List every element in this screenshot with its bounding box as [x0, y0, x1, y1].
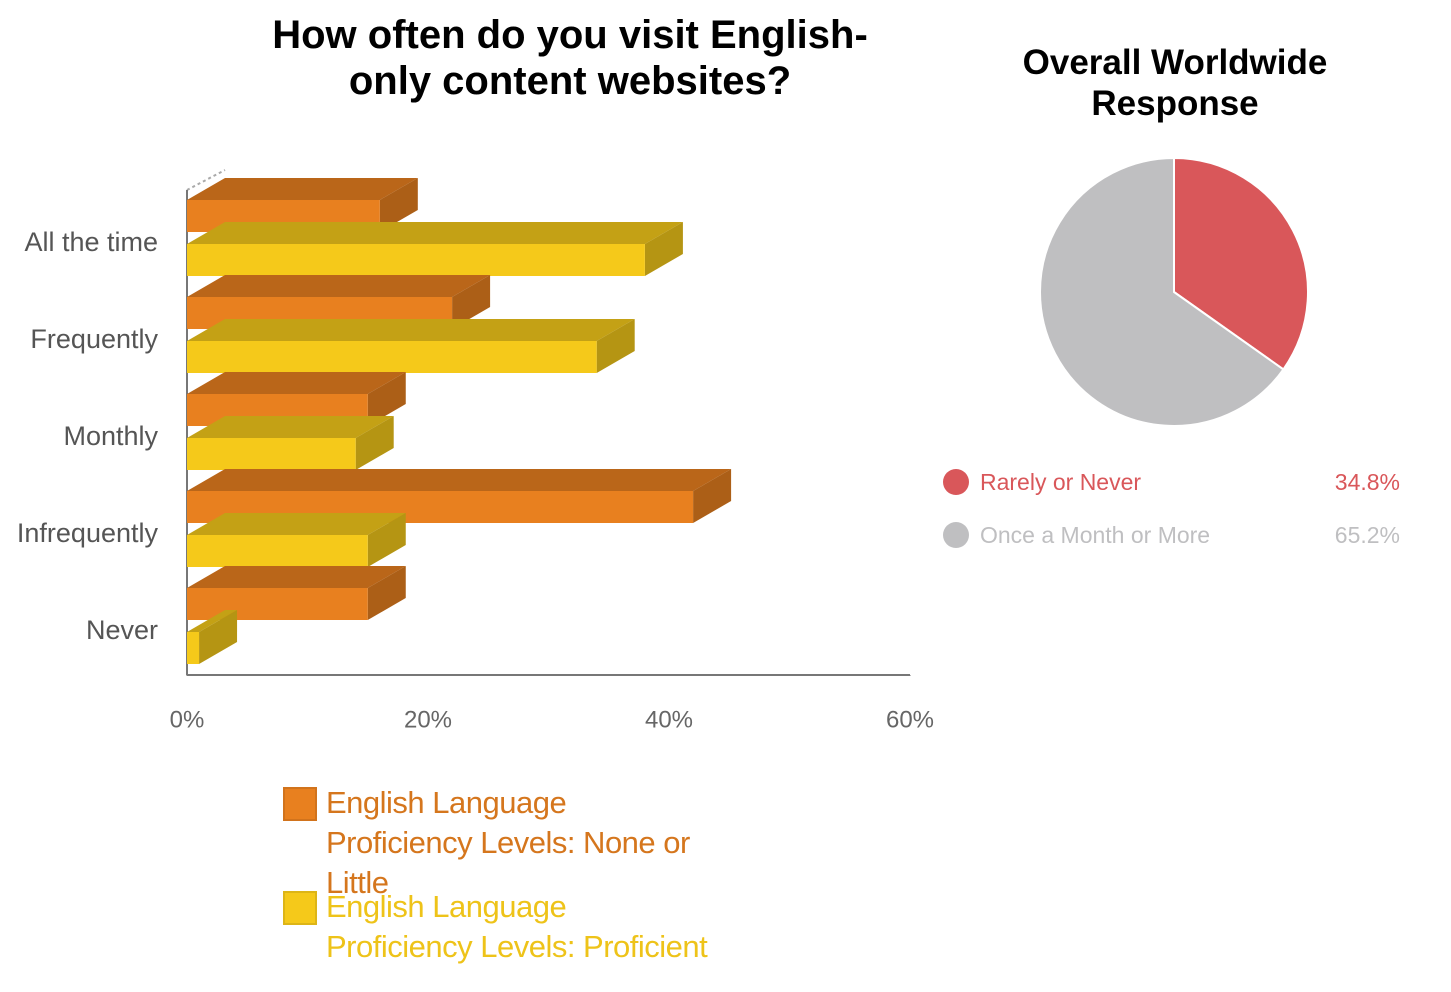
legend-swatch — [283, 891, 317, 925]
bar-side — [452, 275, 491, 329]
bar — [187, 341, 597, 373]
bar — [187, 244, 645, 276]
legend-marker — [943, 469, 969, 495]
bar-top — [187, 416, 394, 438]
bar-top — [187, 178, 418, 200]
legend-label: English Language Proficiency Levels: Non… — [326, 785, 690, 900]
bar-top — [187, 222, 683, 244]
bar — [187, 588, 368, 620]
legend-swatch — [283, 787, 317, 821]
x-tick-label: 20% — [404, 706, 452, 733]
pie-slice — [1039, 156, 1285, 427]
legend-label: Once a Month or More — [980, 522, 1210, 548]
legend-label: Rarely or Never — [980, 469, 1141, 495]
bar-side — [367, 566, 406, 620]
value-label: 34.8% — [1335, 469, 1400, 495]
bar-side — [367, 513, 406, 567]
x-tick-label: 40% — [645, 706, 693, 733]
bar — [187, 632, 200, 664]
pie-chart-title: Overall Worldwide Response — [1022, 43, 1328, 123]
x-tick-label: 60% — [886, 706, 934, 733]
bar-side — [644, 222, 683, 276]
bar-side — [379, 178, 418, 232]
bar-top — [187, 372, 406, 394]
y-tick-label: Frequently — [30, 324, 158, 354]
bar-top — [187, 319, 635, 341]
bar-side — [367, 372, 406, 426]
bar — [187, 535, 368, 567]
legend-label: English Language Proficiency Levels: Pro… — [326, 889, 708, 964]
pie-slice — [1173, 156, 1309, 371]
bar — [187, 438, 356, 470]
y-tick-label: All the time — [24, 227, 158, 257]
legend-marker — [943, 522, 969, 548]
bar-side — [355, 416, 394, 470]
bar-top — [187, 566, 406, 588]
bar-top — [187, 275, 491, 297]
y-tick-label: Monthly — [63, 421, 158, 451]
bar-top — [187, 513, 406, 535]
bar-top — [187, 469, 732, 491]
axis-depth — [186, 169, 226, 191]
value-label: 65.2% — [1335, 522, 1400, 548]
x-tick-label: 0% — [170, 706, 205, 733]
bar-chart-title: How often do you visit English-only cont… — [272, 13, 868, 103]
y-tick-label: Infrequently — [17, 518, 159, 548]
bar-top — [187, 610, 238, 632]
bar-side — [199, 610, 238, 664]
bar-side — [693, 469, 732, 523]
bar-side — [596, 319, 635, 373]
y-tick-label: Never — [86, 615, 158, 645]
